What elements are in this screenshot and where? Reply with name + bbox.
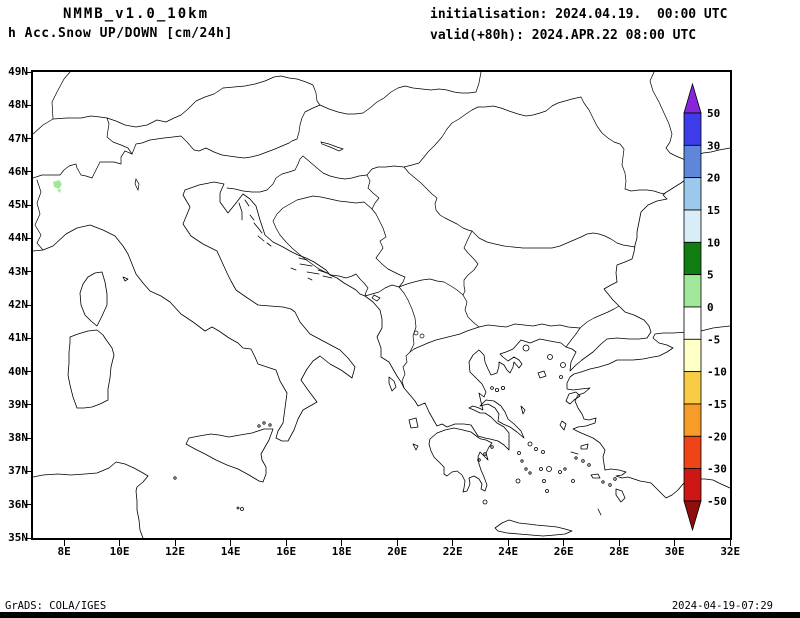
- x-axis-label: 14E: [211, 545, 251, 558]
- y-axis-label: 49N: [0, 65, 28, 78]
- y-axis-label: 48N: [0, 98, 28, 111]
- y-axis-label: 40N: [0, 365, 28, 378]
- variable-title: h Acc.Snow UP/DOWN [cm/24h]: [8, 26, 233, 41]
- y-axis-label: 42N: [0, 298, 28, 311]
- x-axis-label: 24E: [488, 545, 528, 558]
- y-axis-label: 46N: [0, 165, 28, 178]
- colorbar-tick-label: 20: [707, 172, 720, 185]
- colorbar-band: [684, 469, 701, 501]
- x-axis-label: 8E: [44, 545, 84, 558]
- model-name: NMMB_v1.0_10km: [63, 6, 209, 22]
- map-plot: [33, 72, 730, 538]
- initialisation-time: initialisation: 2024.04.19. 00:00 UTC: [430, 7, 727, 22]
- colorbar-band: [684, 436, 701, 468]
- colorbar-tick-label: -50: [707, 495, 727, 508]
- lake-garda: [135, 179, 139, 190]
- y-axis-label: 41N: [0, 331, 28, 344]
- y-axis-label: 43N: [0, 265, 28, 278]
- lake-ohrid: [414, 331, 418, 335]
- colorbar-arrow-down: [684, 501, 701, 530]
- y-axis-label: 39N: [0, 398, 28, 411]
- coastline-crete: [495, 520, 572, 536]
- colorbar-tick-label: 10: [707, 236, 720, 249]
- colorbar-tick-label: 15: [707, 204, 720, 217]
- x-axis-label: 12E: [155, 545, 195, 558]
- coastline-euboea: [480, 400, 524, 438]
- grads-weather-plot: NMMB_v1.0_10km h Acc.Snow UP/DOWN [cm/24…: [0, 0, 800, 618]
- x-axis-label: 32E: [710, 545, 750, 558]
- y-axis-label: 35N: [0, 531, 28, 544]
- map-frame: [31, 70, 732, 540]
- y-axis-label: 38N: [0, 431, 28, 444]
- snow-patch-shape: [57, 189, 61, 193]
- colorbar-tick-label: -20: [707, 430, 727, 443]
- lakes: [135, 142, 424, 338]
- x-axis-label: 28E: [599, 545, 639, 558]
- coastline-sicily: [186, 429, 273, 482]
- colorbar-band: [684, 372, 701, 404]
- colorbar-tick-label: 0: [707, 301, 714, 314]
- colorbar-band: [684, 242, 701, 274]
- colorbar-band: [684, 178, 701, 210]
- colorbar-band: [684, 404, 701, 436]
- x-axis-label: 18E: [322, 545, 362, 558]
- bottom-bar: [0, 612, 800, 618]
- y-axis-label: 44N: [0, 231, 28, 244]
- colorbar-arrow-up: [684, 84, 701, 113]
- snow-patch: [53, 180, 62, 193]
- y-axis-label: 47N: [0, 132, 28, 145]
- colorbar-band: [684, 210, 701, 242]
- x-axis-label: 10E: [100, 545, 140, 558]
- snow-patch-shape: [53, 180, 62, 189]
- colorbar-band: [684, 275, 701, 307]
- colorbar-tick-label: -10: [707, 366, 727, 379]
- lake-balaton: [321, 142, 343, 151]
- colorbar-band: [684, 307, 701, 339]
- islands: [123, 200, 625, 515]
- x-axis-label: 16E: [266, 545, 306, 558]
- coastlines: [33, 148, 730, 538]
- colorbar-tick-label: 5: [707, 269, 714, 282]
- colorbar-tick-label: -30: [707, 463, 727, 476]
- coastline-europe: [33, 148, 730, 450]
- creation-timestamp: 2024-04-19-07:29: [628, 600, 773, 612]
- coastline-corsica: [80, 272, 107, 326]
- y-axis-label: 45N: [0, 198, 28, 211]
- valid-time: valid(+80h): 2024.APR.22 08:00 UTC: [430, 28, 696, 43]
- y-axis-label: 36N: [0, 498, 28, 511]
- colorbar-tick-label: 30: [707, 139, 720, 152]
- ionian-islands: [389, 377, 418, 450]
- aegean-islands: [123, 277, 625, 515]
- lake-scutari: [372, 295, 380, 301]
- x-axis-label: 22E: [433, 545, 473, 558]
- colorbar-tick-label: 50: [707, 107, 720, 120]
- x-axis-label: 26E: [544, 545, 584, 558]
- y-axis-label: 37N: [0, 464, 28, 477]
- x-axis-label: 30E: [655, 545, 695, 558]
- colorbar-band: [684, 145, 701, 177]
- colorbar-band: [684, 339, 701, 371]
- colorbar: 503020151050-5-10-15-20-30-50: [680, 78, 744, 540]
- colorbar-band: [684, 113, 701, 145]
- colorbar-tick-label: -15: [707, 398, 727, 411]
- coastline-sardinia: [68, 330, 114, 408]
- country-borders: [33, 72, 695, 388]
- coastline-north-africa: [33, 462, 148, 538]
- x-axis-label: 20E: [377, 545, 417, 558]
- colorbar-tick-label: -5: [707, 333, 720, 346]
- lake-prespa: [420, 334, 424, 338]
- grads-credit: GrADS: COLA/IGES: [5, 600, 106, 612]
